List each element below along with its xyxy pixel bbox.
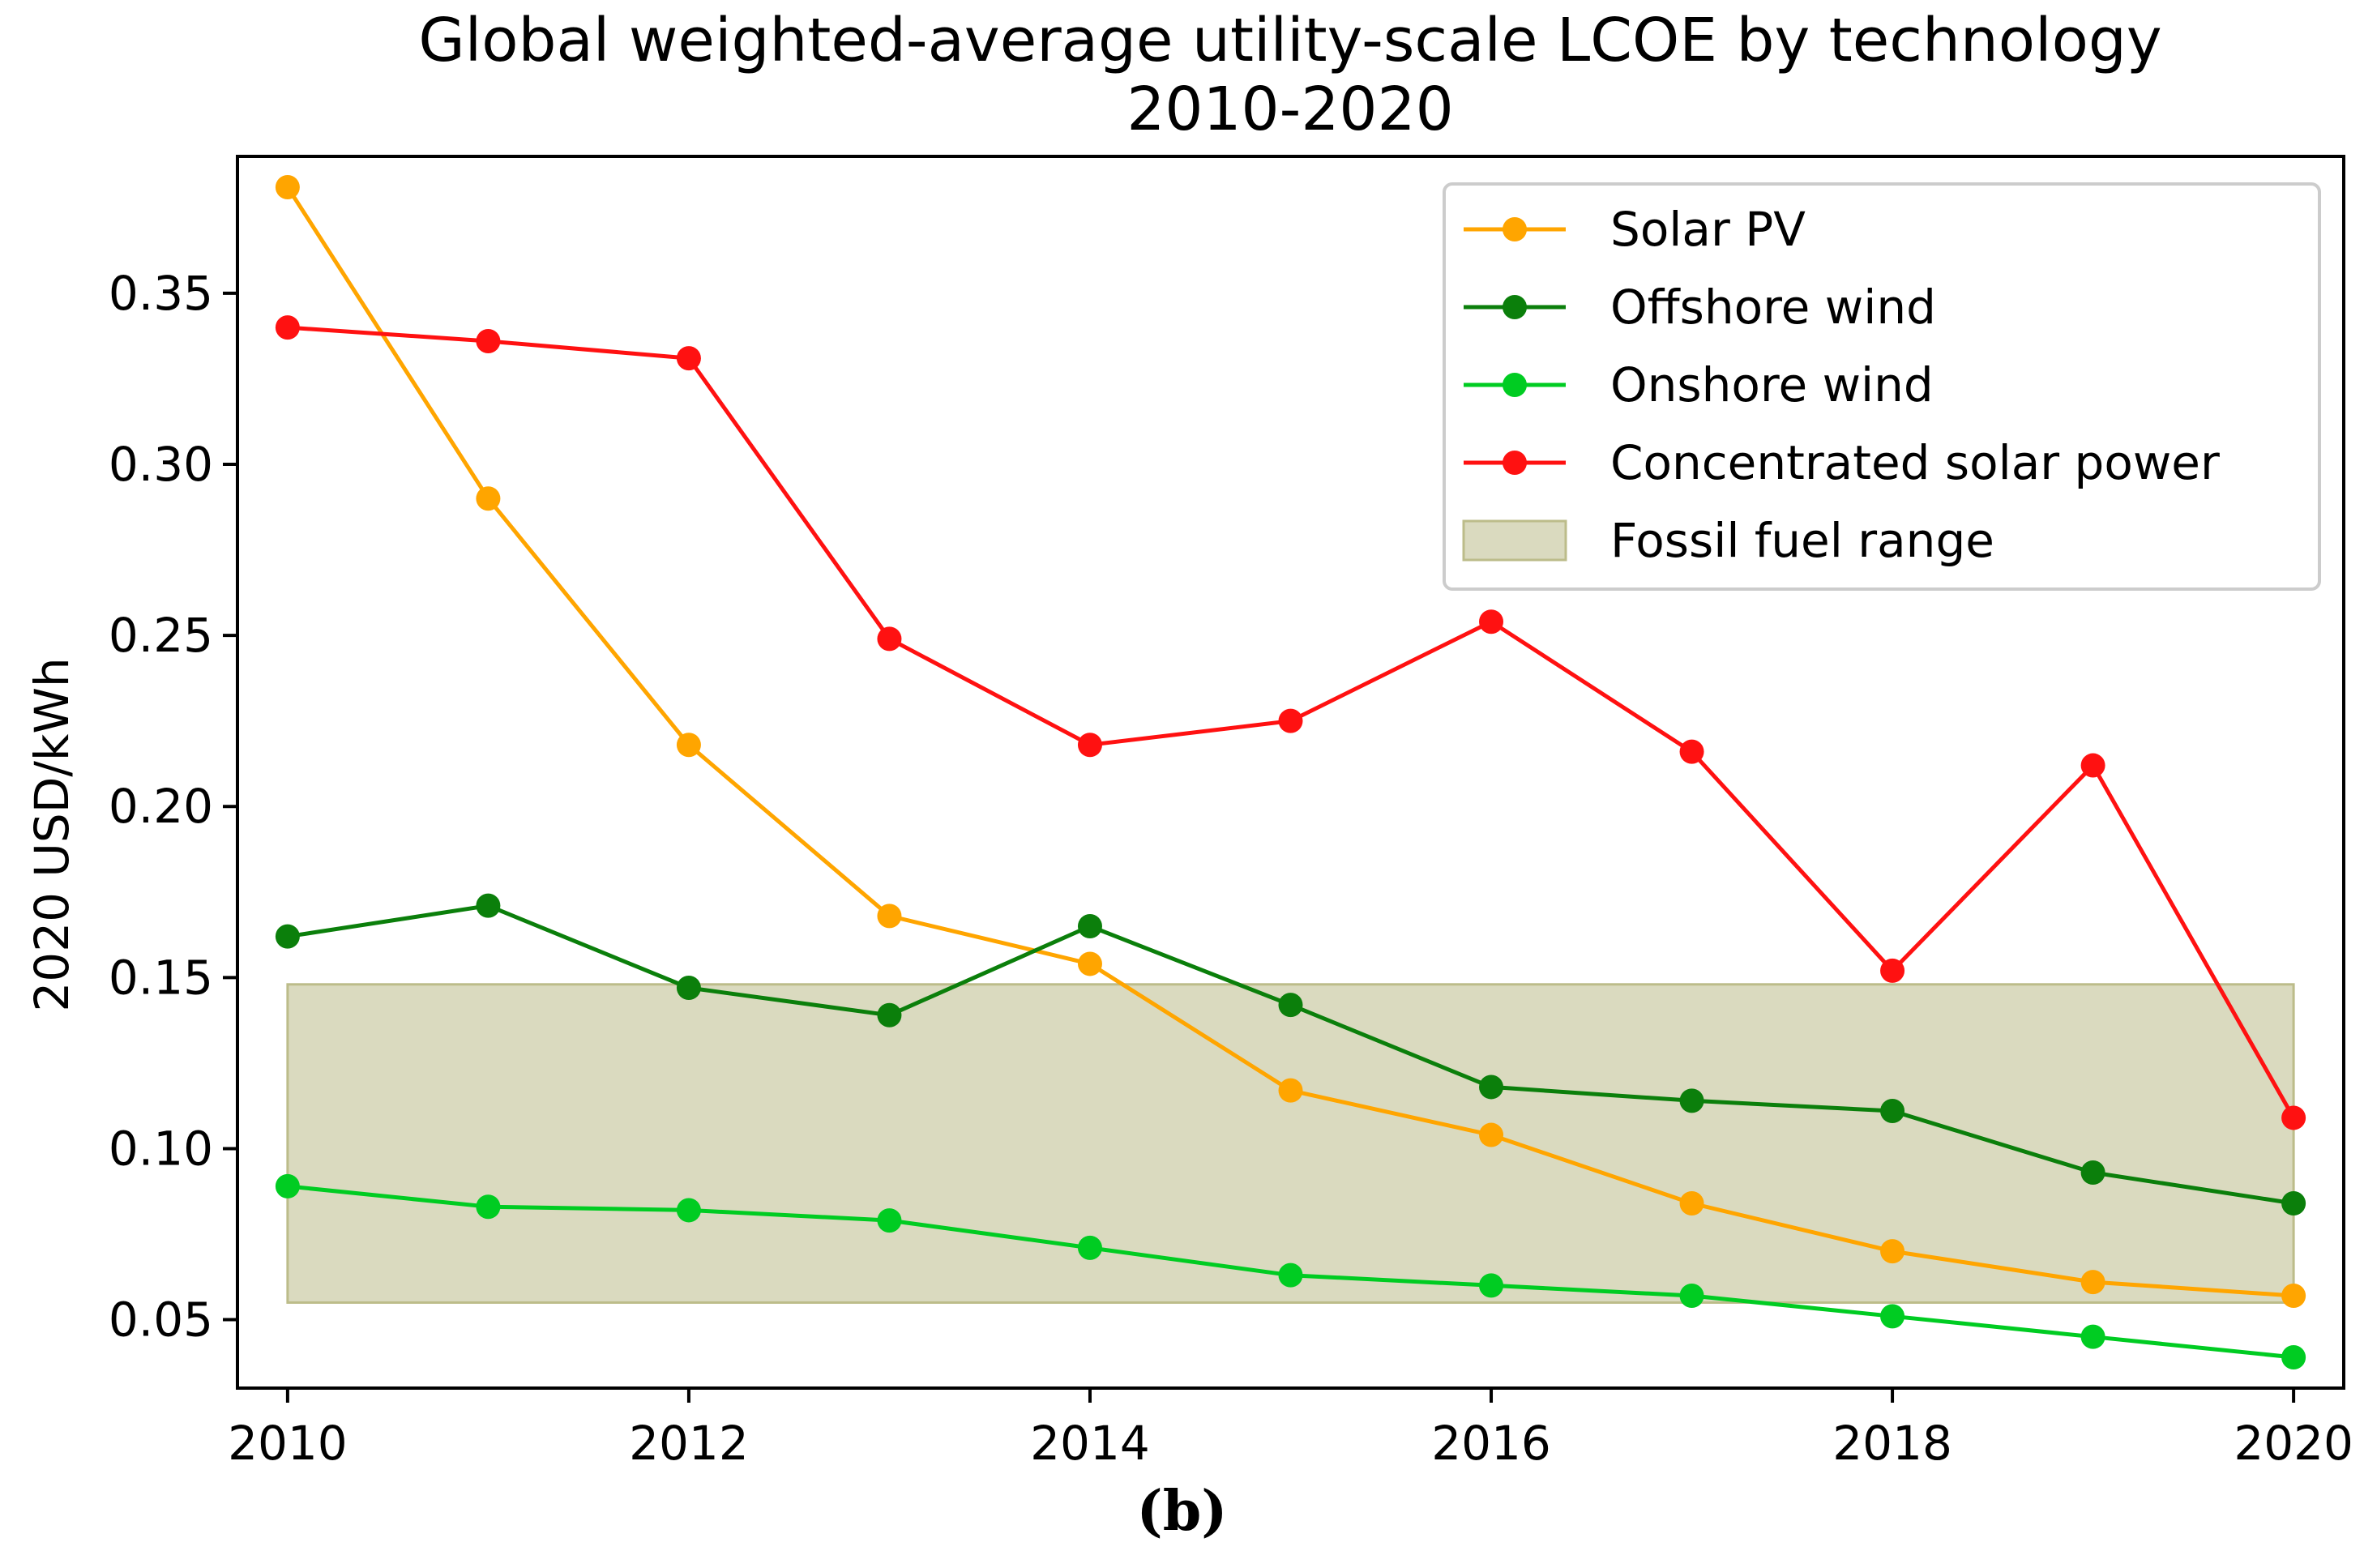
legend-label-concentrated-solar-power: Concentrated solar power	[1610, 435, 2220, 490]
legend-label-onshore-wind: Onshore wind	[1610, 357, 1934, 412]
data-point-solar-pv-2013	[877, 904, 902, 929]
data-point-concentrated-solar-power-2020	[2281, 1105, 2306, 1130]
data-point-offshore-wind-2013	[877, 1002, 902, 1028]
data-point-offshore-wind-2019	[2080, 1160, 2105, 1185]
data-point-concentrated-solar-power-2019	[2080, 753, 2105, 778]
y-axis-label: 2020 USD/kWh	[24, 657, 79, 1011]
data-point-concentrated-solar-power-2011	[476, 329, 501, 353]
x-tick-label-2012: 2012	[629, 1416, 749, 1471]
data-point-concentrated-solar-power-2018	[1880, 958, 1905, 983]
data-point-offshore-wind-2016	[1479, 1075, 1504, 1100]
x-tick-label-2020: 2020	[2234, 1416, 2353, 1471]
data-point-offshore-wind-2020	[2281, 1191, 2306, 1216]
data-point-solar-pv-2016	[1479, 1122, 1504, 1147]
x-axis-ticks: 2010 2012 2014 2016 2018 2020	[228, 1388, 2353, 1471]
x-tick-label-2016: 2016	[1431, 1416, 1551, 1471]
y-tick-label-0.30: 0.30	[109, 437, 213, 492]
data-point-onshore-wind-2011	[476, 1194, 501, 1220]
figure-caption: (b)	[1136, 1479, 1228, 1544]
data-point-solar-pv-2015	[1278, 1078, 1303, 1103]
data-point-solar-pv-2019	[2080, 1270, 2105, 1295]
y-tick-label-0.15: 0.15	[109, 950, 213, 1005]
data-point-solar-pv-2018	[1880, 1239, 1905, 1264]
y-tick-label-0.35: 0.35	[109, 266, 213, 321]
legend-label-solar-pv: Solar PV	[1610, 202, 1806, 257]
data-point-onshore-wind-2014	[1077, 1235, 1102, 1260]
data-point-solar-pv-2017	[1679, 1191, 1704, 1216]
data-point-solar-pv-2014	[1077, 951, 1102, 976]
data-point-concentrated-solar-power-2017	[1679, 739, 1704, 764]
chart-subtitle: 2010-2020	[1126, 75, 1453, 144]
legend: Solar PV Offshore wind Onshore wind Concent…	[1443, 182, 2321, 591]
series-layer	[275, 175, 2306, 1369]
y-axis-ticks: 0.05 0.10 0.15 0.20 0.25 0.30 0.35	[109, 266, 237, 1348]
data-point-onshore-wind-2018	[1880, 1304, 1905, 1329]
data-point-solar-pv-2012	[676, 733, 701, 758]
data-point-offshore-wind-2015	[1278, 993, 1303, 1018]
data-point-offshore-wind-2017	[1679, 1088, 1704, 1113]
data-point-onshore-wind-2016	[1479, 1273, 1504, 1298]
data-point-offshore-wind-2014	[1077, 914, 1102, 938]
legend-marker-solar-pv	[1503, 217, 1527, 241]
y-tick-label-0.05: 0.05	[109, 1292, 213, 1348]
y-tick-label-0.20: 0.20	[109, 779, 213, 834]
y-tick-label-0.10: 0.10	[109, 1121, 213, 1176]
data-point-onshore-wind-2020	[2281, 1345, 2306, 1369]
data-point-concentrated-solar-power-2016	[1479, 609, 1504, 634]
legend-label-offshore-wind: Offshore wind	[1610, 280, 1936, 335]
legend-marker-concentrated-solar-power	[1503, 451, 1527, 475]
data-point-onshore-wind-2015	[1278, 1263, 1303, 1288]
x-tick-label-2010: 2010	[228, 1416, 348, 1471]
legend-swatch-fossil-fuel-range	[1462, 519, 1567, 562]
plot-frame	[236, 155, 2345, 1390]
x-tick-label-2018: 2018	[1832, 1416, 1952, 1471]
legend-label-fossil-fuel-range: Fossil fuel range	[1610, 513, 1994, 568]
data-point-solar-pv-2020	[2281, 1284, 2306, 1308]
data-point-offshore-wind-2012	[676, 976, 701, 1000]
data-point-concentrated-solar-power-2015	[1278, 708, 1303, 733]
y-tick-label-0.25: 0.25	[109, 608, 213, 663]
data-point-onshore-wind-2017	[1679, 1284, 1704, 1308]
data-point-concentrated-solar-power-2013	[877, 626, 902, 652]
data-point-offshore-wind-2011	[476, 893, 501, 918]
data-point-onshore-wind-2019	[2080, 1324, 2105, 1349]
data-point-concentrated-solar-power-2010	[275, 315, 300, 340]
data-point-offshore-wind-2010	[275, 924, 300, 949]
legend-marker-onshore-wind	[1503, 373, 1527, 397]
fossil-fuel-range-band	[286, 983, 2295, 1304]
legend-box	[1443, 182, 2321, 591]
data-point-solar-pv-2010	[275, 175, 300, 199]
chart-title: Global weighted-average utility-scale LC…	[418, 6, 2161, 75]
data-point-concentrated-solar-power-2012	[676, 346, 701, 371]
x-tick-label-2014: 2014	[1030, 1416, 1150, 1471]
data-point-solar-pv-2011	[476, 486, 501, 511]
data-point-onshore-wind-2010	[275, 1173, 300, 1198]
data-point-onshore-wind-2013	[877, 1208, 902, 1233]
legend-marker-offshore-wind	[1503, 295, 1527, 319]
data-point-concentrated-solar-power-2014	[1077, 733, 1102, 758]
data-point-onshore-wind-2012	[676, 1198, 701, 1223]
data-point-offshore-wind-2018	[1880, 1099, 1905, 1123]
fossil-fuel-band-layer	[286, 983, 2295, 1304]
